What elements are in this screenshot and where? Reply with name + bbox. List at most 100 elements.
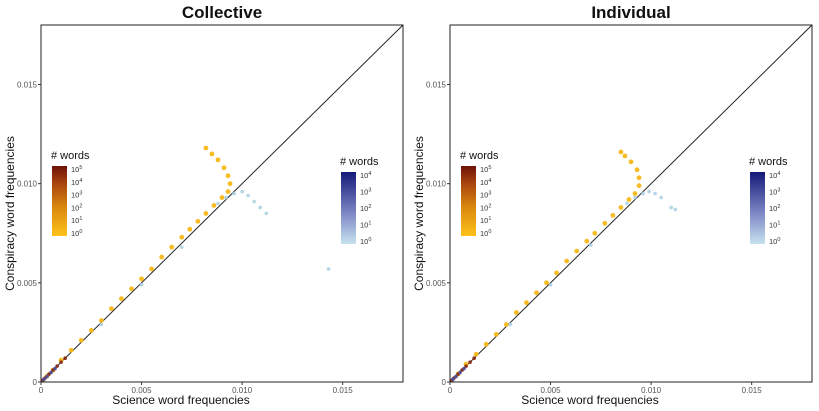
data-point (602, 220, 608, 226)
legend-warm: # words 100 101 102 103 104 105 (51, 150, 90, 238)
data-point (548, 283, 553, 287)
legend-tick-label: 102 (480, 203, 491, 212)
identity-line (449, 24, 813, 383)
legend-tick-label: 101 (71, 216, 82, 225)
legend-tick-label: 104 (480, 178, 491, 187)
data-point (641, 191, 645, 196)
data-point (88, 328, 94, 333)
y-tick-label: 0.010 (17, 180, 38, 189)
legend-tick-label: 103 (360, 188, 371, 197)
data-point (647, 189, 651, 194)
data-point (59, 360, 63, 364)
data-point (246, 193, 250, 198)
data-point (592, 230, 598, 236)
data-point (564, 258, 570, 264)
data-point (588, 243, 593, 247)
legend-title: # words (460, 150, 499, 162)
legend-tick-label: 101 (769, 221, 780, 230)
data-point (653, 191, 657, 196)
data-point (49, 370, 53, 375)
legend-cool: # words 100 101 102 103 104 (749, 156, 788, 246)
data-point (618, 149, 624, 155)
data-point (462, 366, 466, 371)
data-point (636, 175, 642, 181)
y-axis-label: Conspiracy word frequencies (412, 136, 426, 291)
data-point (211, 203, 217, 208)
y-tick-label: 0 (33, 378, 38, 387)
data-point (42, 377, 46, 382)
x-tick-label: 0.010 (232, 386, 253, 395)
data-point (632, 191, 638, 196)
data-point (618, 205, 624, 210)
x-axis-label: Science word frequencies (112, 393, 249, 407)
data-point (169, 244, 175, 250)
data-point (209, 151, 215, 157)
chart-panel-1: Collective 00 0.005 0.005 0.010 0.010 0.015 0.0… (3, 3, 404, 407)
data-point (508, 322, 513, 327)
legend-tick-label: 105 (480, 165, 491, 174)
data-point (636, 183, 642, 189)
x-tick-label: 0.010 (641, 386, 662, 395)
legend-tick-label: 102 (360, 204, 371, 213)
y-tick-label: 0.010 (426, 180, 447, 189)
legend-cool: # words 100 101 102 103 104 (340, 156, 379, 246)
data-point (659, 195, 663, 200)
data-point (625, 201, 629, 206)
panel-title: Collective (182, 3, 262, 22)
legend-tick-label: 103 (480, 191, 491, 200)
data-point (464, 364, 468, 368)
legend-tick-label: 100 (480, 229, 491, 238)
data-point (584, 238, 590, 244)
legend-tick-label: 100 (71, 229, 82, 238)
y-tick-label: 0 (442, 378, 447, 387)
data-point (483, 341, 489, 347)
data-point (524, 300, 529, 306)
plot-frame (40, 24, 404, 383)
data-point (669, 205, 674, 210)
data-point (451, 377, 455, 382)
data-point (203, 211, 209, 216)
legend-tick-label: 104 (360, 171, 371, 180)
x-tick-label: 0.005 (132, 386, 153, 395)
x-tick-label: 0.015 (742, 386, 763, 395)
legend-tick-label: 101 (480, 216, 491, 225)
legend-title: # words (749, 156, 788, 168)
data-point (108, 306, 114, 312)
chart-panel-2: Individual 00 0.005 0.005 0.010 0.010 0.015 0.0… (412, 3, 813, 407)
legend-tick-label: 103 (71, 191, 82, 200)
legend-colorbar (750, 172, 765, 244)
data-point (149, 266, 155, 272)
legend-warm: # words 100 101 102 103 104 105 (460, 150, 499, 238)
data-point (63, 356, 67, 361)
data-point (574, 248, 580, 254)
data-point (225, 173, 231, 179)
data-point (258, 205, 263, 210)
data-point (454, 374, 458, 379)
data-point (53, 366, 57, 371)
data-point (215, 157, 221, 163)
x-tick-label: 0.005 (541, 386, 562, 395)
data-point (634, 167, 640, 173)
data-point (179, 234, 185, 240)
legend-tick-label: 100 (360, 237, 371, 246)
y-axis-label: Conspiracy word frequencies (3, 136, 17, 291)
data-point (326, 267, 331, 271)
data-point (493, 332, 499, 337)
data-point (626, 197, 632, 202)
data-point (99, 322, 104, 327)
legend-tick-label: 104 (769, 171, 780, 180)
data-point (159, 254, 165, 260)
data-point (610, 213, 616, 218)
x-tick-label: 0.015 (333, 386, 354, 395)
legend-colorbar (52, 166, 67, 236)
data-point (221, 165, 227, 171)
data-point (68, 347, 74, 353)
plot-frame (449, 24, 813, 383)
data-point (224, 195, 228, 200)
data-point (45, 374, 49, 379)
data-point (240, 189, 244, 194)
data-point (473, 351, 479, 357)
legend-title: # words (340, 156, 379, 168)
data-point (129, 286, 134, 292)
